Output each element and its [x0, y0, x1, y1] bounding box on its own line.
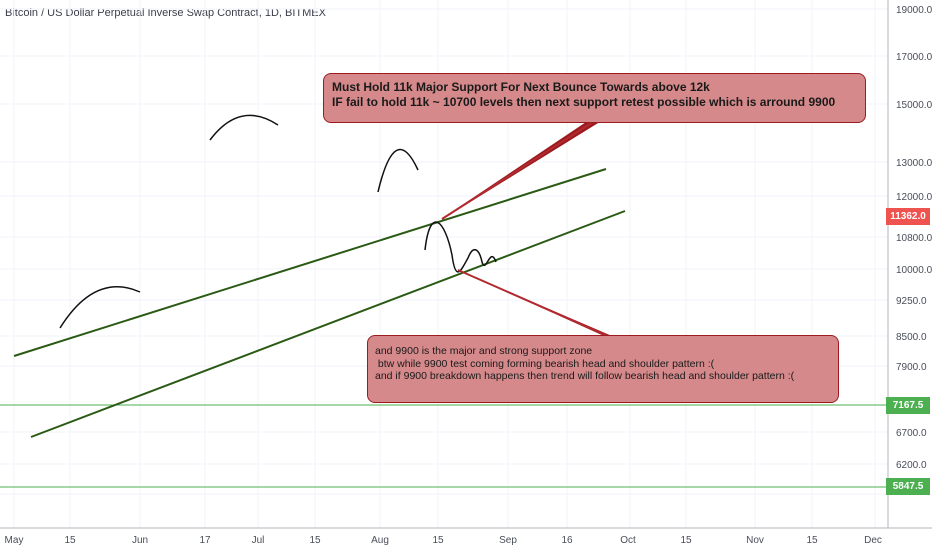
x-tick-label: Jun — [132, 535, 148, 546]
x-tick-label: Aug — [371, 535, 389, 546]
top-note-line-1: Must Hold 11k Major Support For Next Bou… — [332, 80, 710, 94]
x-tick-label: 15 — [680, 535, 692, 546]
time-axis-labels: May 15 Jun 17 Jul 15 Aug 15 Sep 16 Oct 15 Nov 15 Dec — [5, 535, 882, 546]
x-tick-label: Dec — [864, 535, 882, 546]
x-tick-label: 15 — [309, 535, 321, 546]
projected-wave[interactable] — [424, 221, 497, 273]
channel-lower-line[interactable] — [30, 210, 626, 438]
bottom-note-line-2: btw while 9900 test coming forming beari… — [375, 357, 715, 370]
x-tick-label: 15 — [806, 535, 818, 546]
price-axis[interactable] — [887, 0, 932, 528]
bottom-callout-note[interactable]: and 9900 is the major and strong support… — [367, 335, 839, 403]
y-tick-label: 13000.0 — [896, 158, 932, 169]
y-tick-label: 12000.0 — [896, 192, 932, 203]
x-tick-label: Sep — [499, 535, 517, 546]
price-axis-labels: 19000.0 17000.0 15000.0 13000.0 12000.0 10800… — [896, 5, 932, 471]
y-tick-label: 9250.0 — [896, 296, 927, 307]
y-tick-label: 7900.0 — [896, 362, 927, 373]
x-tick-label: Nov — [746, 535, 764, 546]
last-price-tag: 11362.0 — [886, 208, 930, 225]
x-tick-label: Jul — [252, 535, 265, 546]
y-tick-label: 6200.0 — [896, 460, 927, 471]
horizontal-levels[interactable] — [0, 0, 888, 488]
chart-title: Bitcoin / US Dollar Perpetual Inverse Sw… — [5, 7, 326, 19]
level-7167-tag: 7167.5 — [886, 397, 930, 414]
x-tick-label: May — [5, 535, 24, 546]
bottom-note-line-4: and if 9900 breakdown happens then trend… — [375, 370, 795, 382]
level-5847-tag: 5847.5 — [886, 478, 930, 495]
y-tick-label: 10000.0 — [896, 265, 932, 276]
x-tick-label: 16 — [561, 535, 573, 546]
left-shoulder-arc[interactable] — [59, 285, 141, 329]
y-tick-label: 15000.0 — [896, 100, 932, 111]
x-tick-label: 15 — [64, 535, 76, 546]
bottom-note-line-1: and 9900 is the major and strong support… — [375, 345, 593, 357]
y-tick-label: 8500.0 — [896, 332, 927, 343]
top-callout-note[interactable]: Must Hold 11k Major Support For Next Bou… — [323, 73, 866, 123]
x-tick-label: Oct — [620, 535, 636, 546]
x-tick-label: 17 — [199, 535, 211, 546]
right-shoulder-arc[interactable] — [377, 149, 419, 193]
channel-upper-line[interactable] — [13, 168, 607, 357]
y-tick-label: 17000.0 — [896, 52, 932, 63]
drawings[interactable] — [13, 114, 626, 438]
y-tick-label: 19000.0 — [896, 5, 932, 16]
y-tick-label: 6700.0 — [896, 428, 927, 439]
top-note-line-2: IF fail to hold 11k ~ 10700 levels then … — [332, 95, 836, 109]
head-arc[interactable] — [209, 114, 279, 141]
x-tick-label: 15 — [432, 535, 444, 546]
y-tick-label: 10800.0 — [896, 233, 932, 244]
